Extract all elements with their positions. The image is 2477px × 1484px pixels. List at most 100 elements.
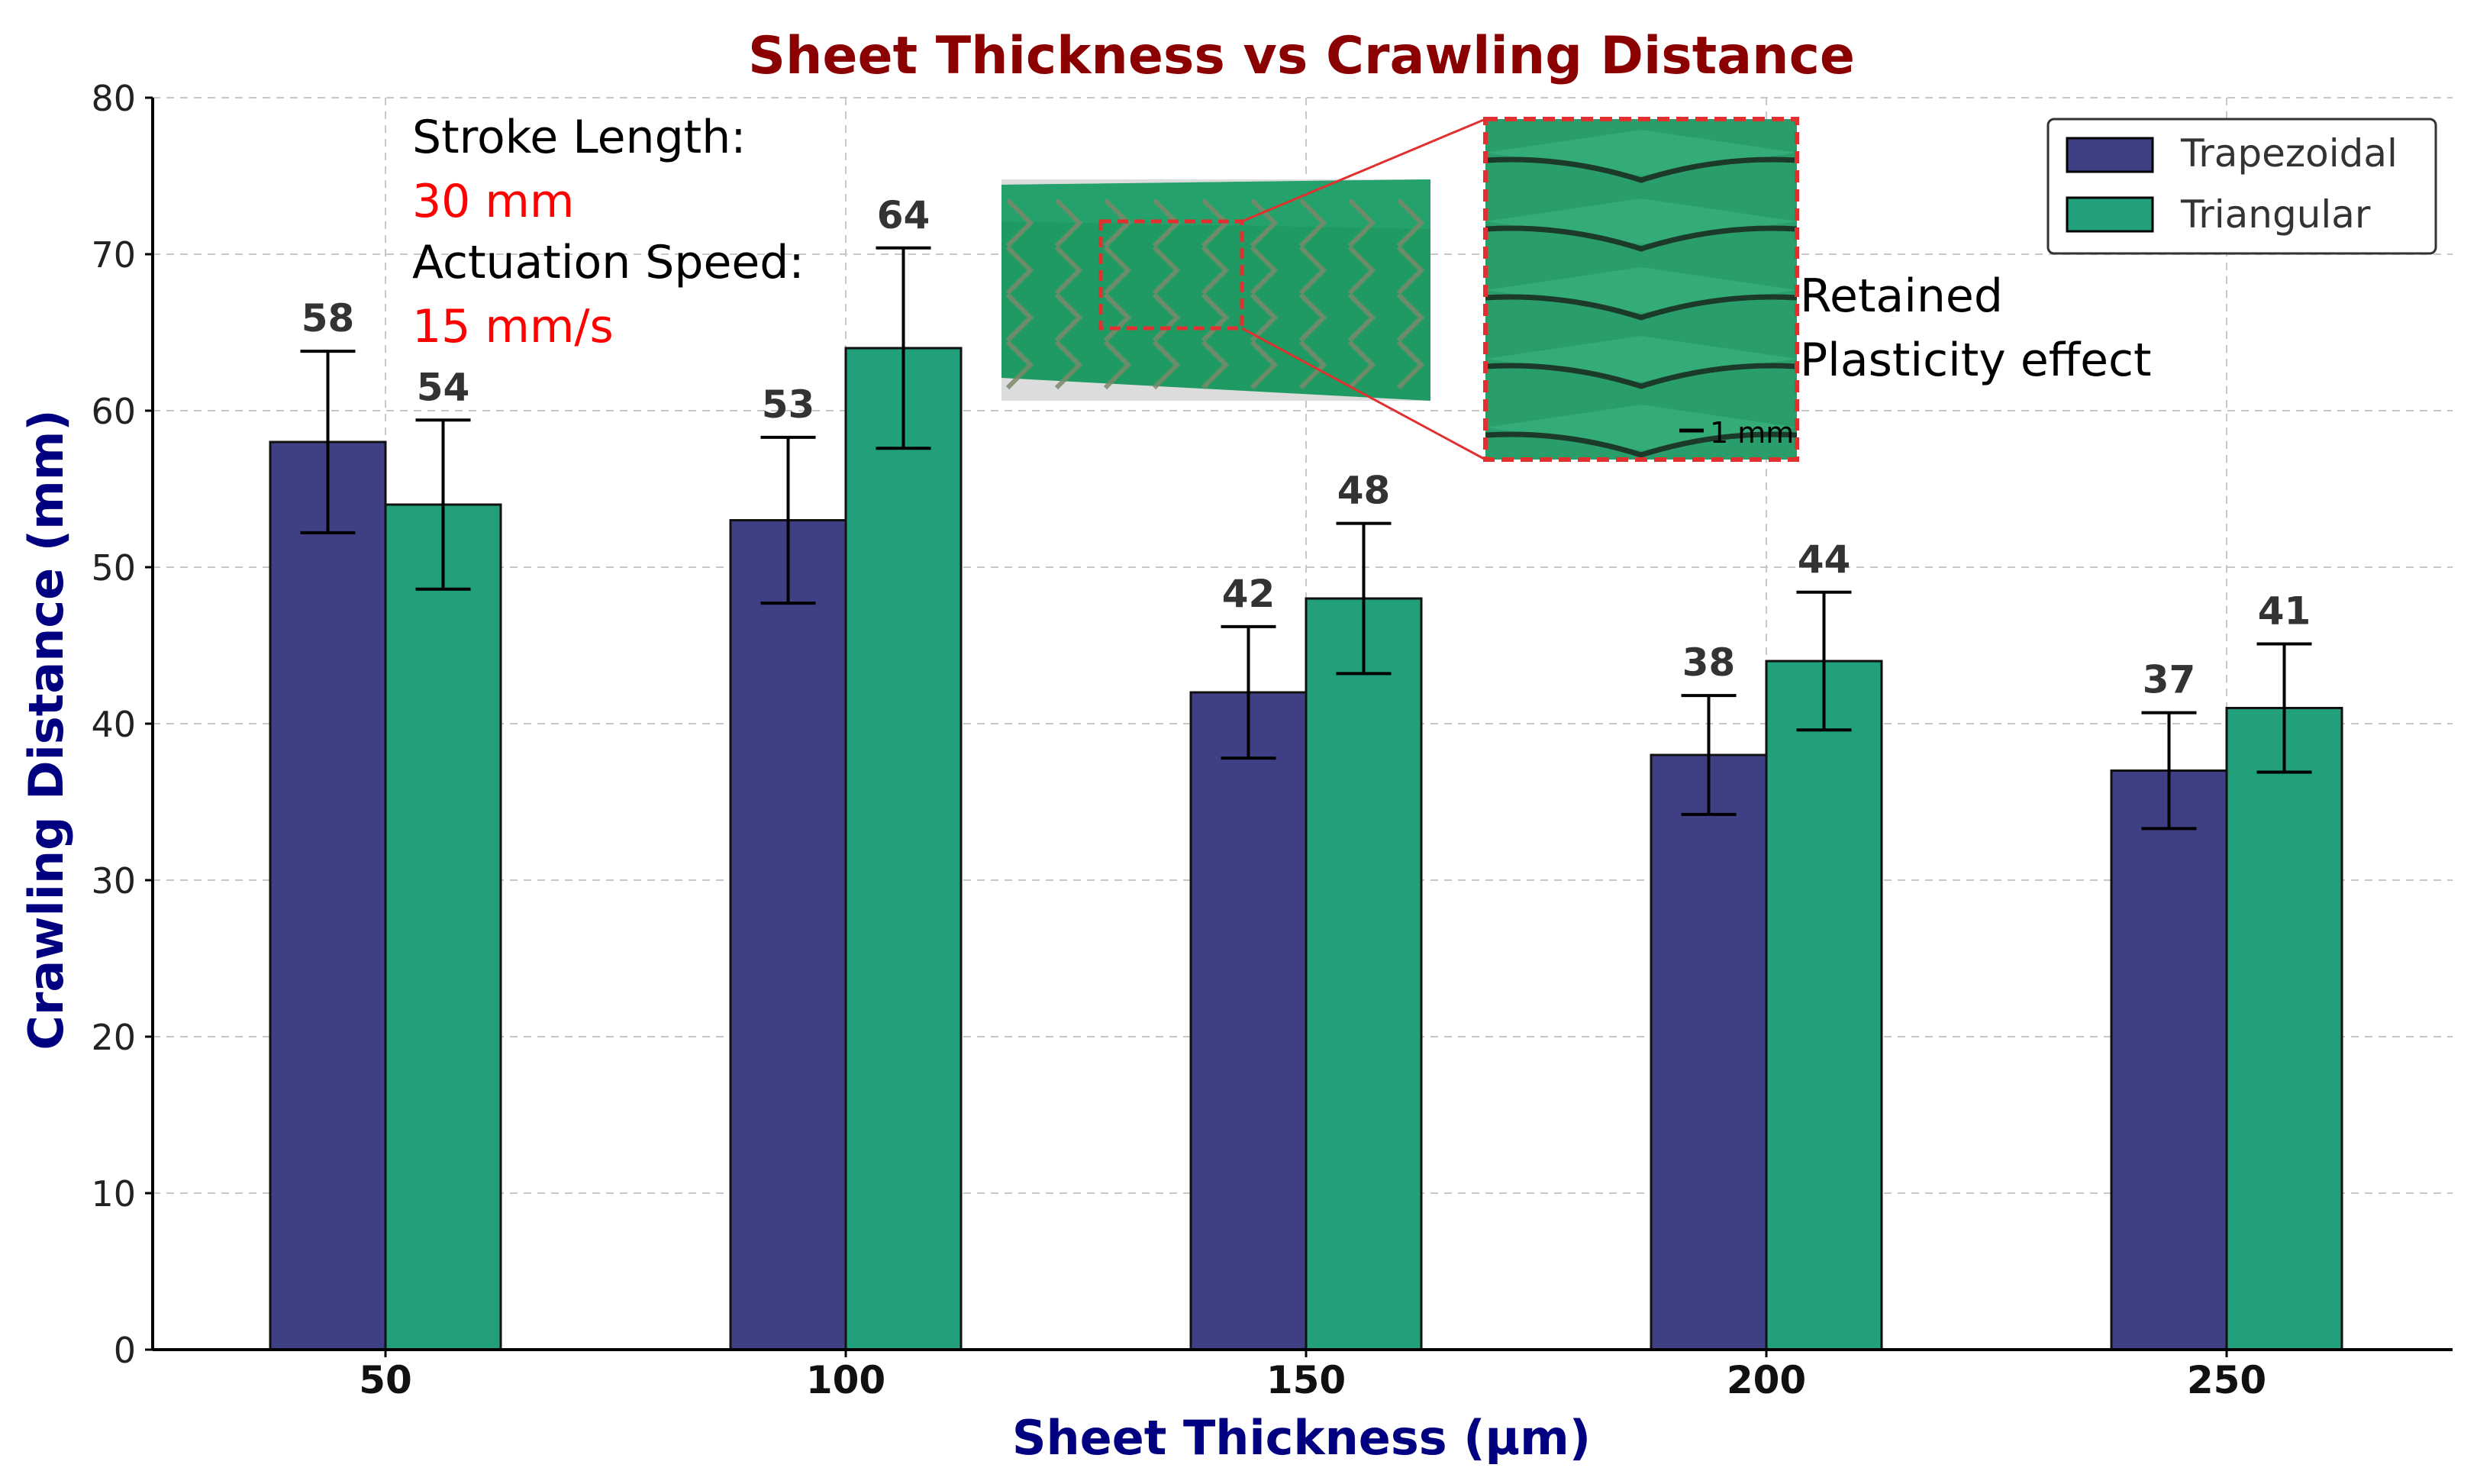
sheet-chevron — [1347, 340, 1376, 390]
value-label: 58 — [302, 296, 355, 340]
y-tick-labels: 0 10 20 30 40 50 60 70 80 — [91, 78, 153, 1371]
zoom-border — [1483, 117, 1799, 462]
bar-trapezoidal — [269, 440, 387, 1351]
bars — [269, 347, 2343, 1351]
bar-triangular — [384, 503, 502, 1351]
sheet-chevron — [1054, 292, 1083, 343]
plasticity-annotation: Retained Plasticity effect — [1800, 269, 2152, 387]
value-label: 48 — [1337, 469, 1391, 513]
sheet-chevron — [1298, 340, 1327, 390]
sheet-chevron — [1396, 292, 1425, 343]
actuation-speed-value: 15 mm/s — [412, 300, 614, 353]
legend-swatch-trapezoidal — [2066, 137, 2154, 173]
sheet-chevron — [1201, 340, 1230, 390]
y-tick-label: 30 — [91, 860, 136, 902]
zoom-slit — [1485, 294, 1797, 321]
y-tick-label: 20 — [91, 1017, 136, 1058]
sheet-chevron — [1250, 340, 1279, 390]
chart-title: Sheet Thickness vs Crawling Distance — [748, 26, 1855, 86]
sheet-chevron — [1396, 245, 1425, 295]
value-labels: 58 53 42 38 37 54 64 48 44 41 — [302, 193, 2311, 702]
x-axis-label: Sheet Thickness (µm) — [1012, 1410, 1591, 1466]
sheet-chevron — [1250, 198, 1279, 248]
retained-label: Retained — [1800, 269, 2003, 323]
sheet-chevron — [1152, 340, 1181, 390]
bar-trapezoidal — [1189, 691, 1308, 1351]
sheet-chevron — [1054, 340, 1083, 390]
sheet-chevron — [1005, 198, 1034, 248]
sheet-chevron — [1005, 245, 1034, 295]
scale-bar-label: 1 mm — [1710, 416, 1794, 450]
value-label: 42 — [1222, 572, 1276, 616]
sheet-chevron — [1347, 198, 1376, 248]
sheet-chevron — [1005, 340, 1034, 390]
bar-trapezoidal — [2110, 769, 2228, 1351]
sheet-chevron — [1152, 292, 1181, 343]
sheet-chevron — [1054, 198, 1083, 248]
value-label: 44 — [1798, 537, 1851, 582]
y-tick-label: 80 — [91, 78, 136, 119]
actuation-speed-label: Actuation Speed: — [412, 236, 805, 289]
bar-trapezoidal — [729, 519, 847, 1351]
sheet-chevron — [1103, 245, 1132, 295]
y-tick-label: 40 — [91, 704, 136, 745]
sheet-chevron — [1298, 245, 1327, 295]
y-tick-label: 60 — [91, 391, 136, 432]
legend: Trapezoidal Triangular — [2046, 118, 2437, 255]
x-tick-label: 100 — [806, 1358, 885, 1402]
zoom-photo-inset: 1 mm — [1483, 117, 1799, 462]
plasticity-effect-label: Plasticity effect — [1800, 334, 2152, 387]
x-tick-label: 50 — [359, 1358, 412, 1402]
zoom-slit — [1485, 225, 1797, 252]
sheet-chevron — [1298, 292, 1327, 343]
y-axis-label: Crawling Distance (mm) — [18, 409, 74, 1050]
error-bars — [300, 246, 2312, 831]
value-label: 64 — [877, 193, 930, 237]
sheet-chevron — [1347, 245, 1376, 295]
sheet-photo-inset — [1001, 118, 1486, 461]
value-label: 54 — [417, 365, 470, 409]
value-label: 53 — [762, 382, 815, 427]
sheet-chevron — [1005, 292, 1034, 343]
zoom-connector-bottom — [1241, 327, 1486, 461]
sheet-pattern — [1005, 198, 1425, 390]
x-tick-label: 200 — [1727, 1358, 1806, 1402]
bar-triangular — [1305, 597, 1423, 1351]
x-tick-labels: 50 100 150 200 250 — [359, 1350, 2266, 1402]
sheet-chevron — [1201, 245, 1230, 295]
sheet-chevron — [1054, 245, 1083, 295]
sheet-chevron — [1250, 292, 1279, 343]
zoom-slit — [1485, 156, 1797, 183]
legend-label-trapezoidal: Trapezoidal — [2180, 131, 2398, 176]
value-label: 41 — [2258, 589, 2311, 633]
zoom-pattern — [1485, 130, 1797, 458]
zoom-connector-top — [1241, 118, 1486, 223]
x-tick-label: 250 — [2187, 1358, 2266, 1402]
y-tick-label: 10 — [91, 1173, 136, 1215]
bar-triangular — [2225, 707, 2343, 1351]
bar-trapezoidal — [1650, 753, 1768, 1351]
sheet-chevron — [1250, 245, 1279, 295]
x-tick-label: 150 — [1266, 1358, 1346, 1402]
sheet-chevron — [1298, 198, 1327, 248]
zoom-region-box — [1098, 219, 1244, 331]
sheet-chevron — [1396, 340, 1425, 390]
sheet-chevron — [1347, 292, 1376, 343]
sheet-chevron — [1103, 292, 1132, 343]
y-tick-label: 70 — [91, 234, 136, 276]
y-tick-label: 50 — [91, 547, 136, 589]
sheet-chevron — [1152, 245, 1181, 295]
value-label: 37 — [2143, 658, 2196, 702]
sheet-chevron — [1201, 292, 1230, 343]
legend-label-triangular: Triangular — [2180, 192, 2371, 237]
stroke-annotation: Stroke Length: 30 mm Actuation Speed: 15… — [412, 111, 805, 353]
bar-triangular — [844, 347, 963, 1351]
legend-swatch-triangular — [2066, 196, 2154, 233]
sheet-chevron — [1103, 340, 1132, 390]
stroke-length-label: Stroke Length: — [412, 111, 746, 164]
zoom-slit — [1485, 431, 1797, 458]
stroke-length-value: 30 mm — [412, 175, 574, 228]
sheet-chevron — [1396, 198, 1425, 248]
value-label: 38 — [1682, 640, 1736, 685]
